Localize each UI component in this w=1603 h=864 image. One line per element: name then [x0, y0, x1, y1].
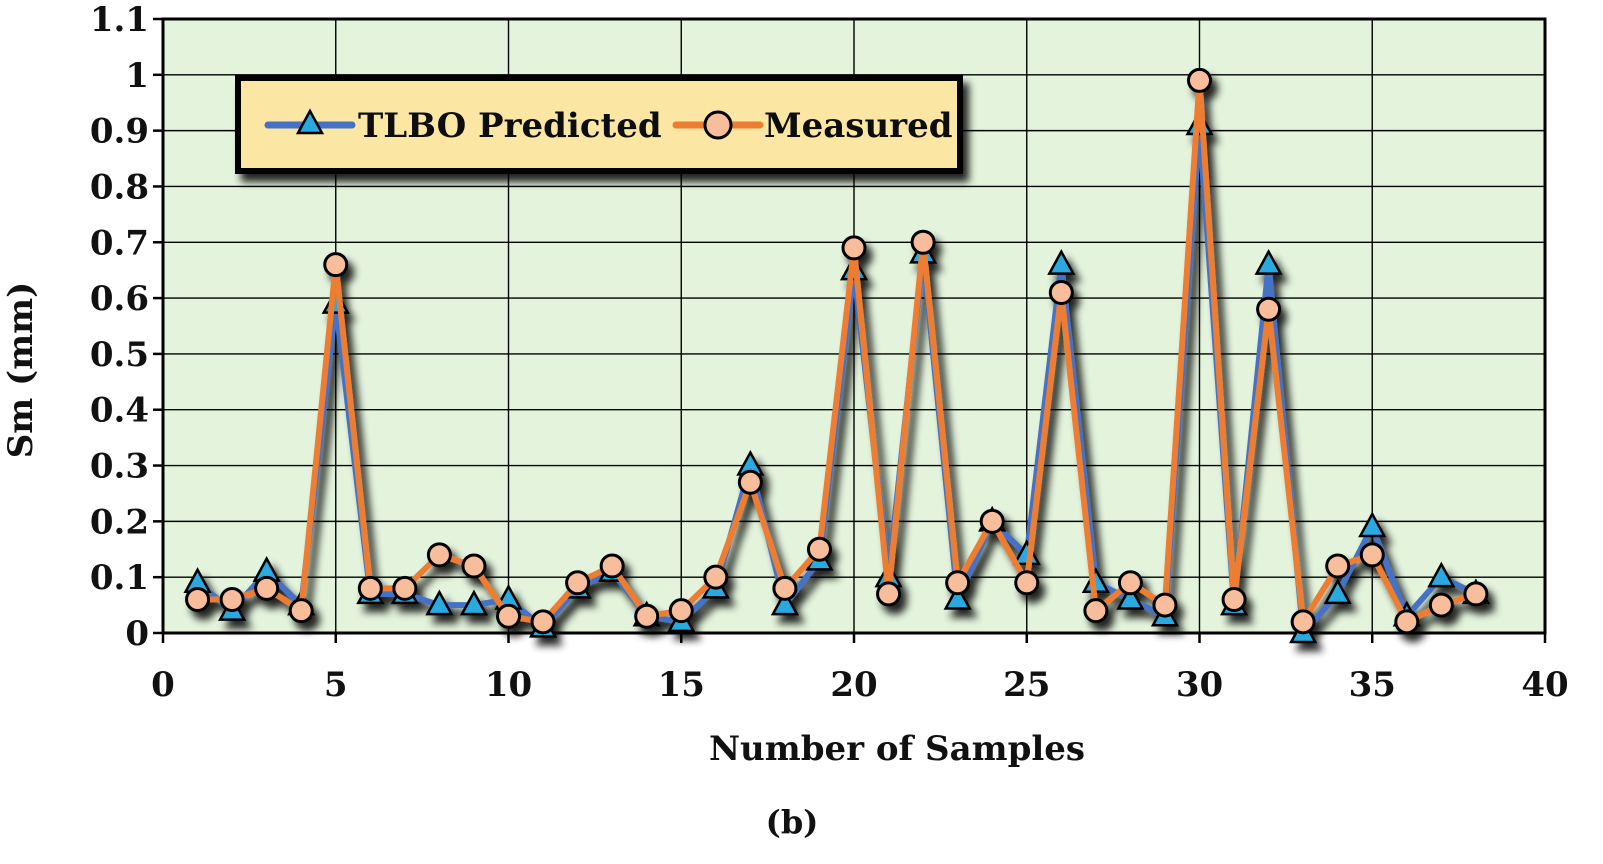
x-tick-label: 15 — [658, 665, 705, 705]
circle-marker — [1394, 609, 1420, 635]
x-tick-label: 5 — [324, 665, 348, 705]
figure-caption: (b) — [766, 803, 819, 841]
legend-box — [235, 75, 963, 174]
legend: TLBO Predicted Measured — [235, 75, 963, 174]
circle-marker — [1083, 598, 1109, 624]
triangle-marker — [770, 589, 800, 616]
x-tick-label: 40 — [1521, 665, 1568, 705]
x-axis-title: Number of Samples — [709, 729, 1085, 769]
triangle-marker — [1254, 248, 1283, 275]
y-tick-label: 0.5 — [90, 335, 149, 375]
circle-marker — [841, 235, 867, 261]
y-tick-label: 0.6 — [90, 279, 149, 319]
y-tick-label: 0.1 — [90, 558, 149, 598]
circle-marker — [668, 598, 694, 624]
y-axis-title: Sm (mm) — [1, 282, 41, 459]
y-tick-label: 1 — [125, 56, 149, 96]
triangle-marker — [943, 583, 972, 610]
circle-marker — [1221, 587, 1247, 613]
triangle-marker — [1358, 511, 1387, 538]
circle-marker — [979, 508, 1005, 534]
circle-marker — [426, 542, 452, 568]
circle-marker — [1359, 542, 1385, 568]
circle-marker — [910, 229, 936, 255]
x-tick-label: 25 — [1003, 665, 1050, 705]
y-axis-ticks: 0 0.1 0.2 0.3 0.4 0.5 0.6 0.7 0.8 0.9 1 1.1 — [90, 0, 163, 654]
y-tick-label: 0.7 — [90, 223, 149, 263]
triangle-marker — [1116, 583, 1145, 610]
circle-marker — [496, 603, 521, 629]
circle-marker — [392, 575, 418, 601]
x-tick-label: 10 — [485, 665, 532, 705]
circle-marker — [1187, 67, 1212, 93]
circle-marker — [357, 575, 383, 601]
circle-marker — [876, 581, 902, 607]
triangle-marker — [1047, 248, 1076, 275]
circle-marker — [1428, 592, 1454, 618]
series-layer — [183, 67, 1491, 644]
circle-marker — [634, 603, 660, 629]
circle-marker — [1048, 280, 1074, 306]
triangle-marker — [459, 589, 489, 616]
circle-marker — [323, 252, 349, 278]
circle-marker — [288, 598, 314, 624]
circle-marker — [461, 553, 487, 579]
circle-marker — [1290, 609, 1316, 635]
circle-marker — [254, 575, 280, 601]
x-tick-label: 30 — [1176, 665, 1223, 705]
circle-marker — [703, 564, 729, 590]
circle-marker — [530, 609, 556, 635]
series-measured — [185, 67, 1489, 635]
circle-marker — [219, 587, 245, 613]
y-tick-label: 0.9 — [90, 112, 149, 152]
y-tick-label: 0.4 — [90, 391, 149, 431]
circle-marker — [1117, 570, 1143, 596]
x-tick-label: 0 — [151, 665, 175, 705]
y-tick-label: 0.8 — [90, 167, 149, 207]
circle-marker — [737, 469, 763, 495]
y-tick-label: 1.1 — [90, 0, 149, 40]
circle-marker — [1152, 592, 1178, 618]
circle-marker — [1256, 296, 1282, 322]
legend-triangle-marker — [295, 108, 325, 135]
circle-marker — [945, 570, 971, 596]
legend-label-measured: Measured — [764, 106, 952, 146]
circle-marker — [1014, 570, 1040, 596]
x-tick-label: 20 — [830, 665, 877, 705]
circle-marker — [772, 575, 798, 601]
triangle-marker — [1427, 561, 1456, 588]
x-axis-ticks: 0 5 10 15 20 25 30 35 40 — [151, 633, 1569, 705]
circle-marker — [1325, 553, 1351, 579]
circle-marker — [185, 587, 211, 613]
circle-marker — [565, 570, 591, 596]
circle-marker — [806, 536, 832, 562]
circle-marker — [599, 553, 625, 579]
x-tick-label: 35 — [1349, 665, 1396, 705]
y-tick-label: 0.3 — [90, 447, 149, 487]
legend-label-predicted: TLBO Predicted — [358, 106, 662, 146]
triangle-marker — [425, 589, 454, 616]
y-tick-label: 0.2 — [90, 502, 149, 542]
circle-marker — [1463, 581, 1489, 607]
triangle-marker — [1323, 578, 1352, 605]
y-tick-label: 0 — [125, 614, 149, 654]
legend-circle-marker — [703, 110, 733, 140]
